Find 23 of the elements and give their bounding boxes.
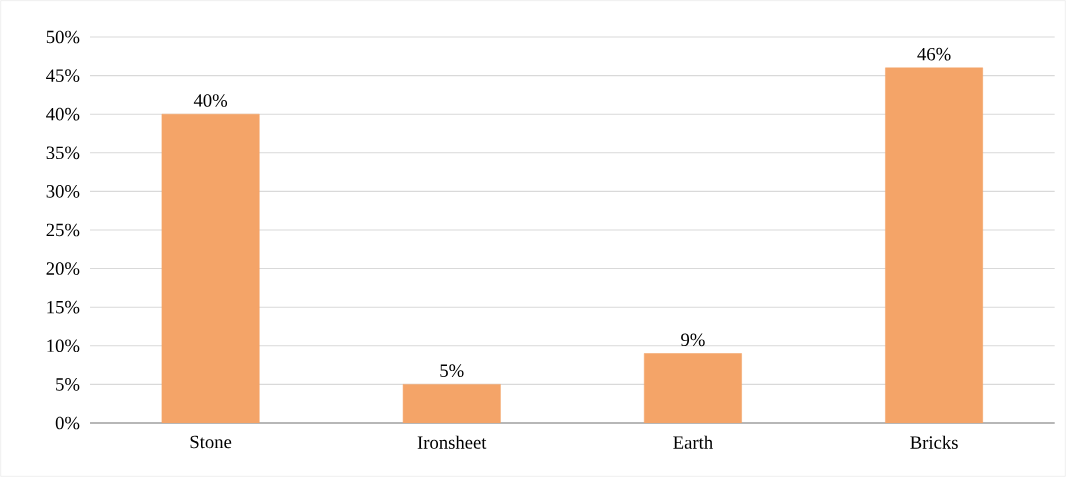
data-label: 9% [681, 333, 705, 347]
data-label: 5% [440, 364, 464, 378]
y-tick-label: 15% [47, 300, 80, 314]
y-tick-label: 35% [46, 146, 80, 160]
bar [643, 353, 742, 423]
y-tick-label: 30% [46, 185, 80, 198]
y-tick-label: 40% [46, 107, 80, 121]
x-tick-label: Earth [673, 435, 713, 449]
y-tick-label: 50% [46, 30, 80, 44]
y-tick-label: 5% [56, 378, 80, 391]
x-tick-label: Bricks [910, 435, 958, 449]
y-tick-label: 10% [47, 339, 80, 353]
x-tick-label: Ironsheet [417, 435, 487, 449]
bar [885, 67, 984, 423]
y-tick-label: 0% [55, 416, 80, 430]
bar [161, 113, 260, 423]
x-tick-label: Stone [190, 435, 232, 449]
y-tick-label: 25% [46, 223, 80, 237]
data-label: 40% [193, 94, 228, 107]
bar [402, 384, 501, 423]
y-tick-label: 45% [46, 69, 80, 82]
y-tick-label: 20% [46, 262, 80, 275]
data-label: 46% [917, 47, 951, 61]
